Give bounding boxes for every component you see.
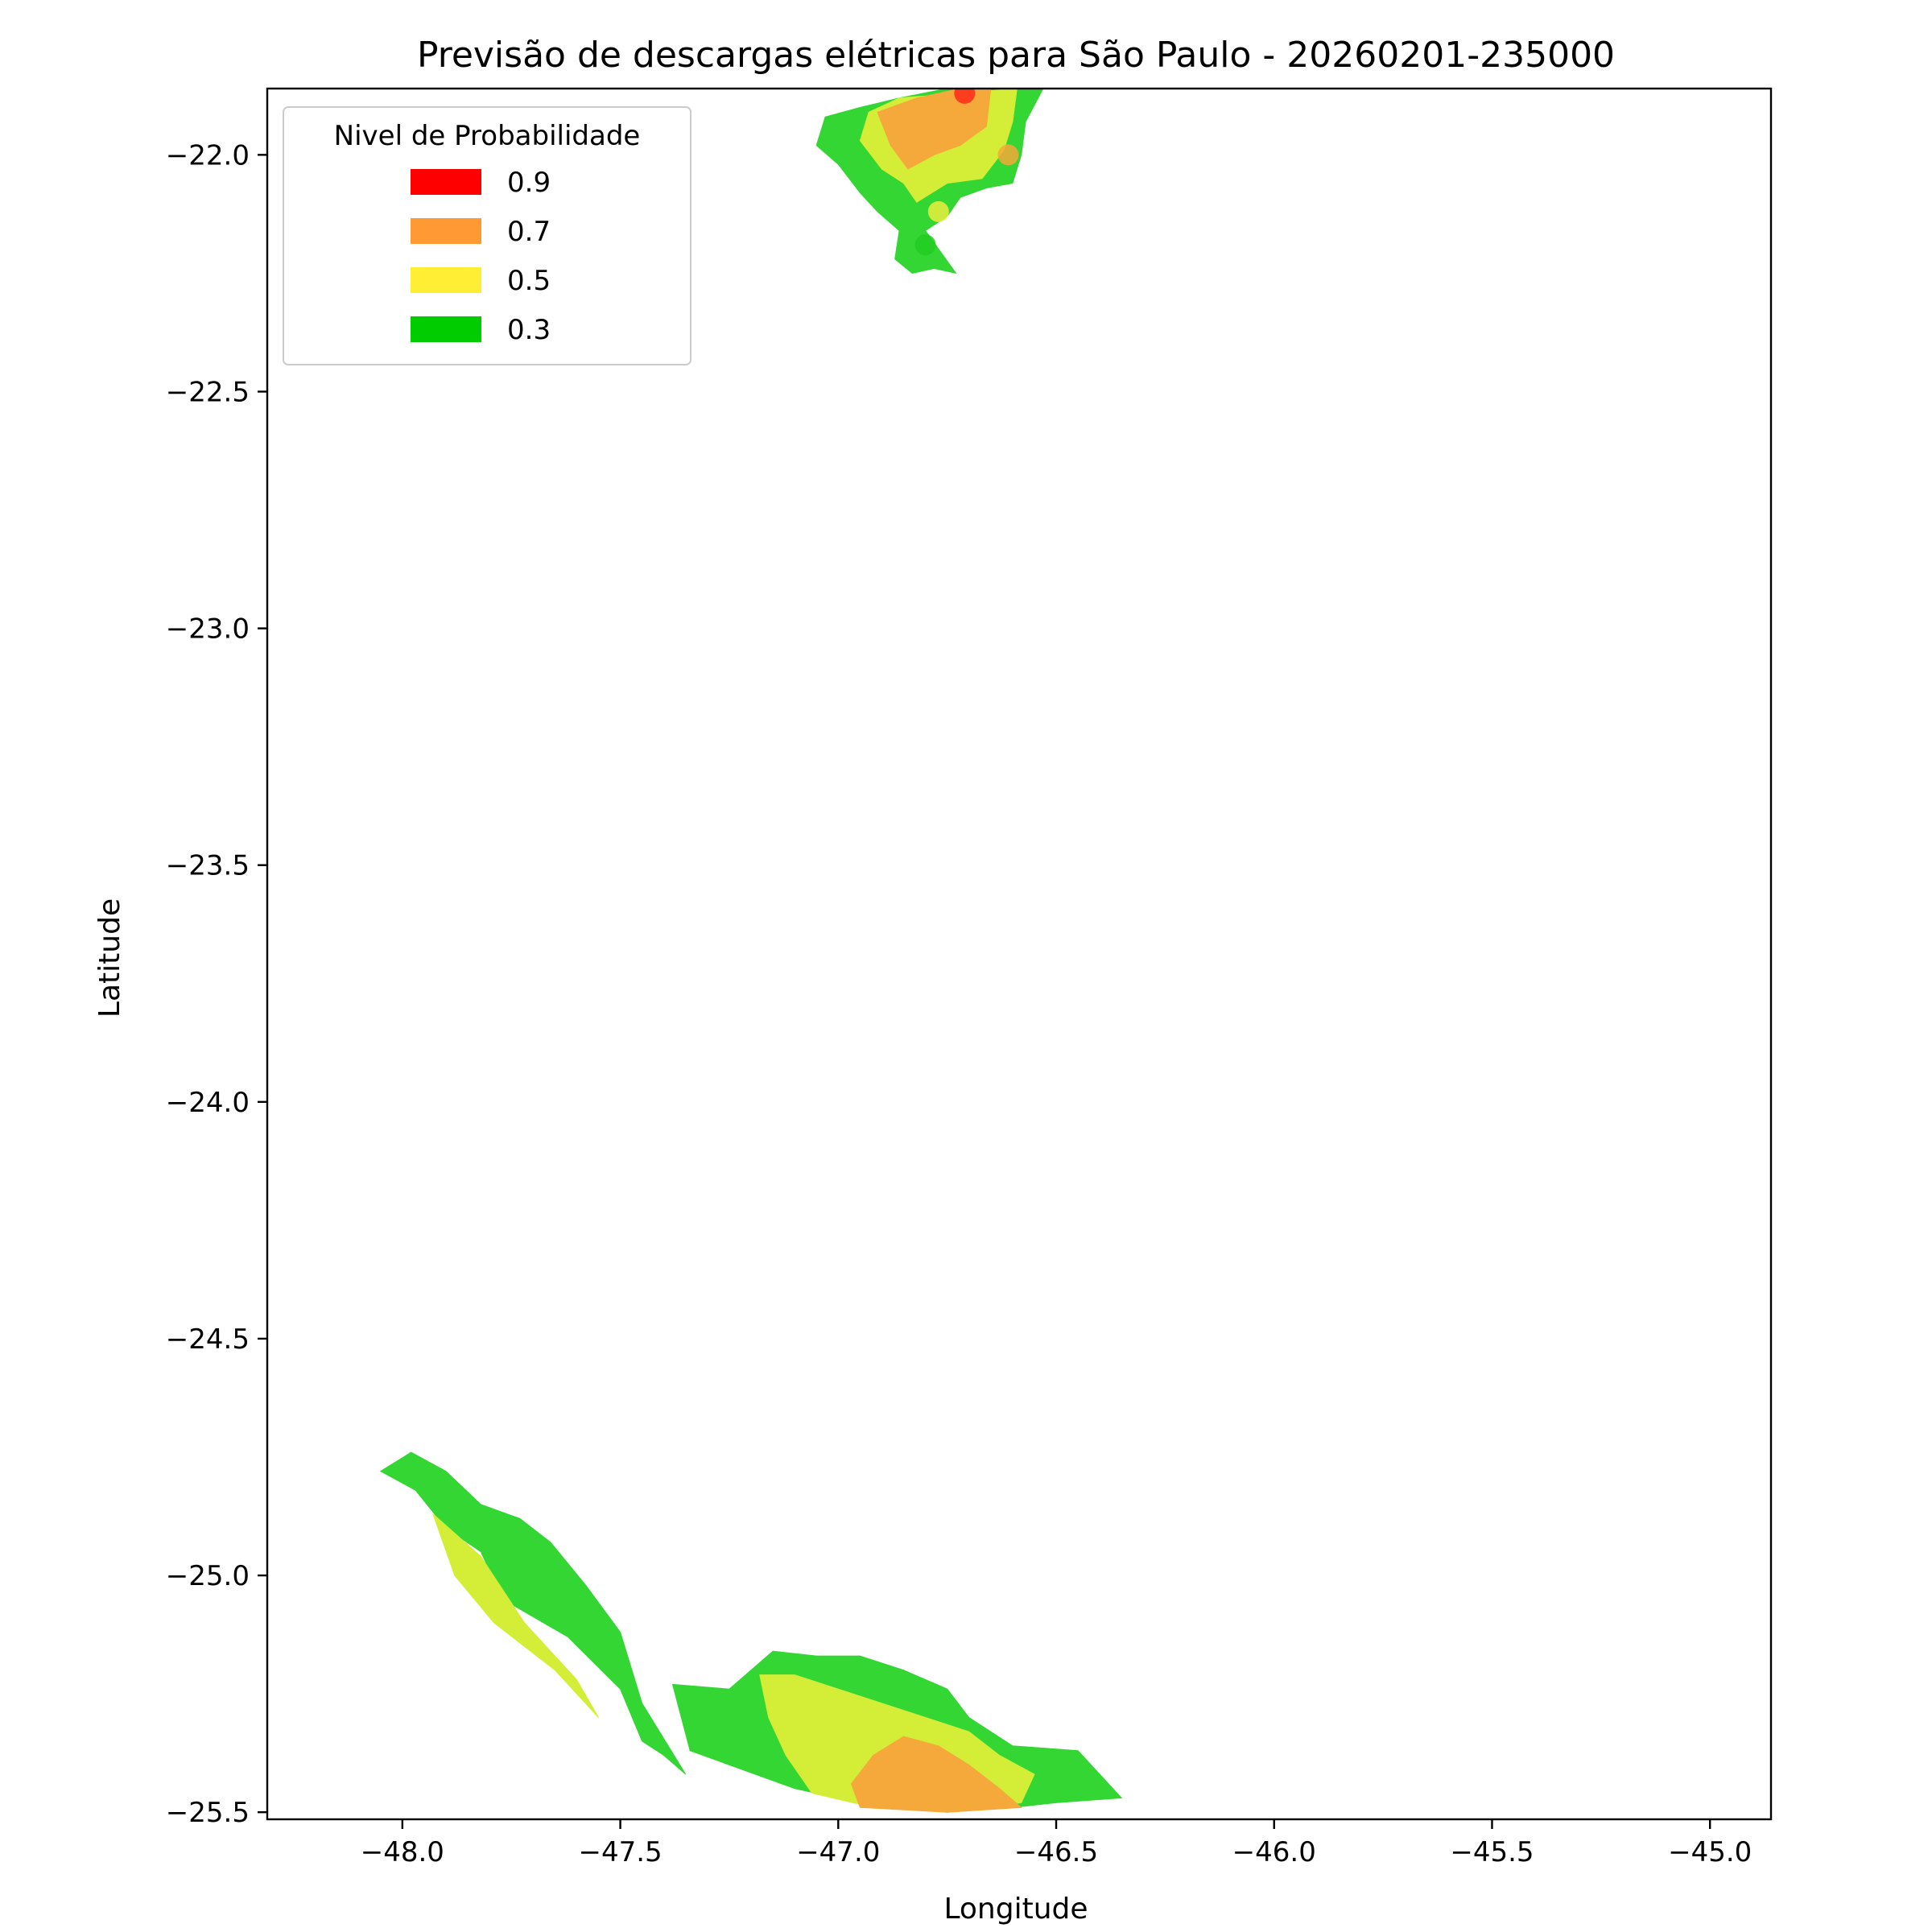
- x-tick-label-0: −48.0: [361, 1836, 444, 1868]
- y-axis-ticks: −22.0 −22.5 −23.0 −23.5 −24.0 −24.5 −25.0 −25.5: [166, 139, 267, 1829]
- y-axis-label: Latitude: [93, 898, 126, 1018]
- probability-contours: [379, 89, 1123, 1813]
- chart-title: Previsão de descargas elétricas para São…: [417, 35, 1615, 76]
- strike-marker-0: [954, 89, 976, 104]
- y-tick-label-6: −25.0: [166, 1560, 250, 1592]
- strike-markers: [914, 89, 1019, 256]
- y-tick-label-2: −23.0: [166, 613, 250, 646]
- x-axis-ticks: −48.0 −47.5 −47.0 −46.5 −46.0 −45.5 −45.0: [361, 1819, 1752, 1868]
- plot-frame: [266, 87, 1773, 1821]
- y-tick-label-4: −24.0: [166, 1087, 250, 1119]
- legend-title: Nivel de Probabilidade: [334, 120, 641, 152]
- contour-region-2: [877, 89, 992, 170]
- contour-region-3: [379, 1451, 687, 1775]
- x-axis-label: Longitude: [943, 1893, 1088, 1926]
- contour-region-7: [850, 1736, 1022, 1813]
- strike-marker-3: [914, 234, 936, 256]
- y-tick-label-3: −23.5: [166, 850, 250, 882]
- y-tick-label-1: −22.5: [166, 376, 250, 408]
- x-tick-label-4: −46.0: [1232, 1836, 1316, 1868]
- strike-marker-1: [997, 144, 1019, 166]
- contour-region-4: [432, 1513, 599, 1718]
- y-tick-label-0: −22.0: [166, 139, 250, 171]
- legend-label-0: 0.9: [507, 167, 551, 199]
- legend: Nivel de Probabilidade 0.9 0.7 0.5 0.3: [283, 106, 691, 365]
- legend-swatch-0: [411, 169, 481, 195]
- x-tick-label-3: −46.5: [1014, 1836, 1098, 1868]
- legend-label-3: 0.3: [507, 314, 551, 346]
- legend-entries: 0.9 0.7 0.5 0.3: [411, 167, 551, 346]
- legend-swatch-2: [411, 267, 481, 293]
- x-tick-label-1: −47.5: [578, 1836, 662, 1868]
- legend-swatch-3: [411, 316, 481, 342]
- legend-box: [283, 106, 691, 365]
- x-tick-label-2: −47.0: [796, 1836, 880, 1868]
- y-tick-label-5: −24.5: [166, 1323, 250, 1356]
- x-tick-label-5: −45.5: [1450, 1836, 1534, 1868]
- legend-label-1: 0.7: [507, 216, 551, 248]
- legend-label-2: 0.5: [507, 265, 551, 297]
- x-tick-label-6: −45.0: [1668, 1836, 1752, 1868]
- y-tick-label-7: −25.5: [166, 1797, 250, 1829]
- legend-swatch-1: [411, 218, 481, 244]
- strike-marker-2: [927, 200, 949, 222]
